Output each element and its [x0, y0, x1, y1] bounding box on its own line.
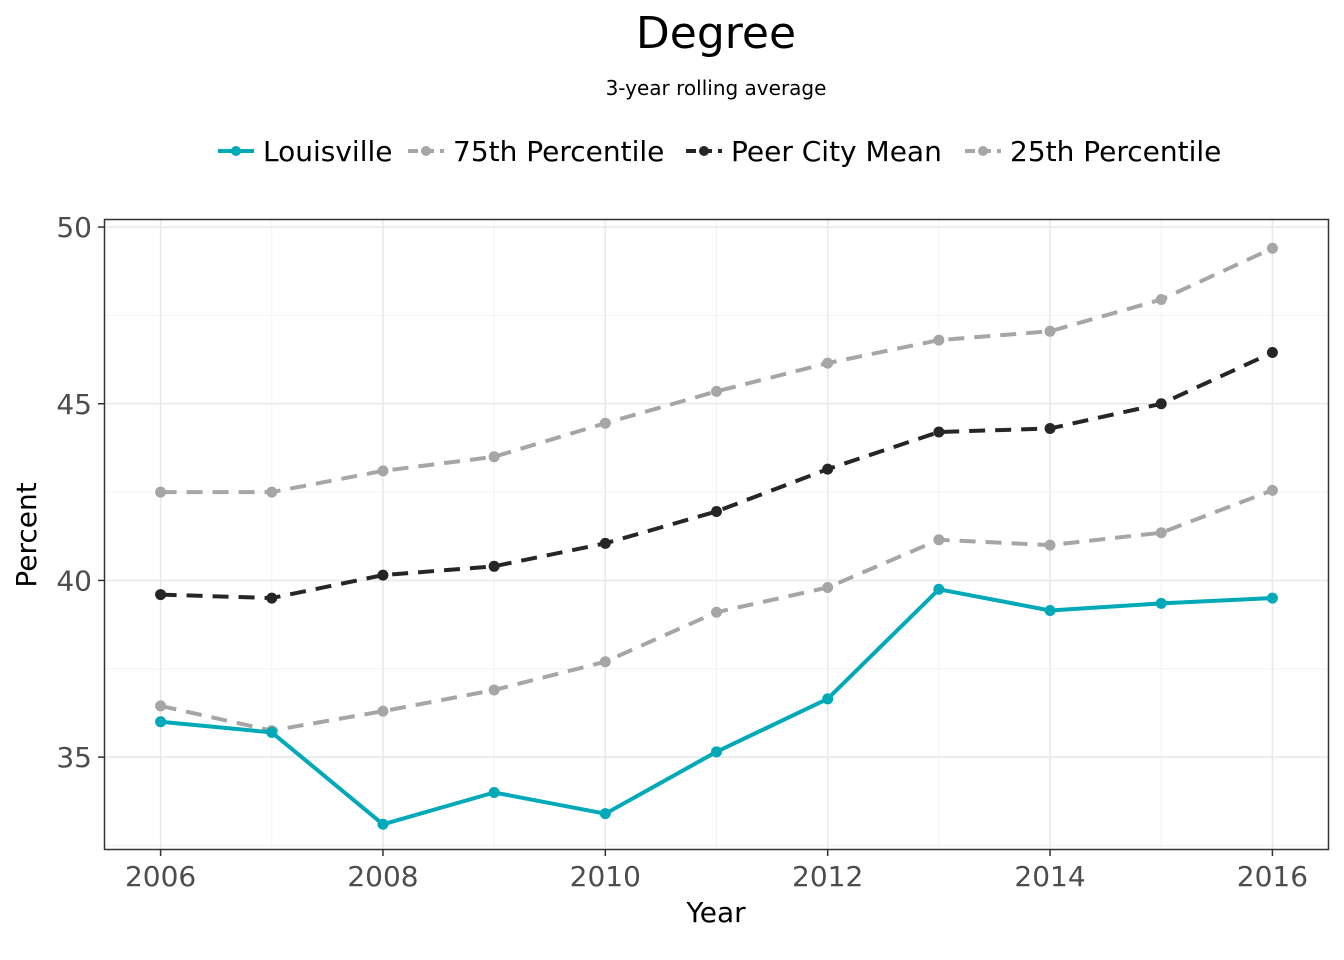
data-point-75th-percentile: [155, 486, 167, 498]
data-point-peer-city-mean: [1044, 422, 1056, 434]
x-tick-label: 2012: [792, 860, 863, 893]
legend-item-25th-percentile: 25th Percentile: [965, 135, 1221, 168]
series-line-peer-city-mean: [160, 350, 1274, 601]
legend: Louisville 75th Percentile Peer City Mean 2…: [218, 135, 1221, 168]
data-point-25th-percentile: [377, 705, 389, 717]
data-point-25th-percentile: [488, 684, 500, 696]
x-tick-label: 2016: [1237, 860, 1308, 893]
x-axis-title: Year: [685, 896, 746, 929]
series-layer: [155, 242, 1278, 830]
legend-item-louisville: Louisville: [218, 135, 393, 168]
y-tick-label: 45: [56, 388, 92, 421]
grid: [105, 220, 1328, 849]
x-axis: 2006 2008 2010 2012 2014 2016: [125, 849, 1308, 893]
data-point-75th-percentile: [711, 385, 722, 397]
data-point-peer-city-mean: [1155, 398, 1167, 410]
data-point-25th-percentile: [933, 534, 945, 546]
legend-key-point: [421, 146, 431, 156]
data-point-75th-percentile: [377, 465, 389, 477]
data-point-louisville: [822, 693, 834, 705]
data-point-75th-percentile: [1266, 242, 1278, 254]
data-point-louisville: [1266, 592, 1278, 604]
y-tick-label: 40: [56, 564, 92, 597]
data-point-peer-city-mean: [822, 463, 834, 475]
data-point-louisville: [1044, 604, 1056, 616]
y-tick-label: 35: [56, 741, 92, 774]
data-point-louisville: [377, 818, 389, 830]
data-point-25th-percentile: [1266, 484, 1278, 496]
y-axis-title: Percent: [10, 482, 43, 587]
data-point-25th-percentile: [599, 656, 611, 668]
data-point-75th-percentile: [488, 451, 500, 463]
data-point-75th-percentile: [933, 334, 945, 346]
plot-panel-border: [103, 218, 1330, 851]
legend-key-point: [699, 146, 709, 156]
data-point-louisville: [1155, 597, 1167, 609]
legend-key-point: [231, 146, 241, 156]
data-point-25th-percentile: [1155, 527, 1167, 539]
data-point-louisville: [711, 746, 722, 758]
data-point-25th-percentile: [711, 606, 722, 618]
data-point-louisville: [155, 716, 167, 728]
data-point-louisville: [266, 726, 278, 738]
legend-label: 25th Percentile: [1010, 135, 1221, 168]
x-tick-label: 2010: [570, 860, 641, 893]
legend-label: Peer City Mean: [731, 135, 942, 168]
x-tick-label: 2006: [125, 860, 196, 893]
chart-subtitle: 3-year rolling average: [606, 76, 827, 100]
chart-title: Degree: [636, 8, 796, 59]
series-louisville: [155, 583, 1278, 830]
series-line-75th-percentile: [160, 246, 1274, 495]
data-point-25th-percentile: [822, 582, 834, 594]
data-point-25th-percentile: [155, 700, 167, 712]
data-point-75th-percentile: [1155, 294, 1167, 306]
data-point-peer-city-mean: [266, 592, 278, 604]
series-peer-city-mean: [155, 347, 1278, 604]
data-point-louisville: [933, 583, 945, 595]
data-point-louisville: [599, 808, 611, 820]
data-point-louisville: [488, 786, 500, 798]
data-point-peer-city-mean: [155, 589, 167, 601]
legend-item-75th-percentile: 75th Percentile: [408, 135, 664, 168]
data-point-peer-city-mean: [1266, 347, 1278, 359]
y-tick-label: 50: [56, 211, 92, 244]
data-point-75th-percentile: [266, 486, 278, 498]
data-point-peer-city-mean: [711, 506, 722, 518]
data-point-75th-percentile: [1044, 325, 1056, 337]
data-point-peer-city-mean: [933, 426, 945, 438]
data-point-75th-percentile: [822, 357, 834, 369]
legend-item-peer-city-mean: Peer City Mean: [686, 135, 942, 168]
legend-label: 75th Percentile: [453, 135, 664, 168]
data-point-peer-city-mean: [377, 569, 389, 581]
x-tick-label: 2008: [347, 860, 418, 893]
x-tick-label: 2014: [1014, 860, 1085, 893]
data-point-peer-city-mean: [599, 537, 611, 549]
series-75th-percentile: [155, 242, 1278, 498]
legend-key-point: [978, 146, 988, 156]
data-point-75th-percentile: [599, 417, 611, 429]
data-point-25th-percentile: [1044, 539, 1056, 551]
y-axis: 35 40 45 50: [56, 211, 105, 774]
legend-label: Louisville: [263, 135, 393, 168]
data-point-peer-city-mean: [488, 560, 500, 572]
